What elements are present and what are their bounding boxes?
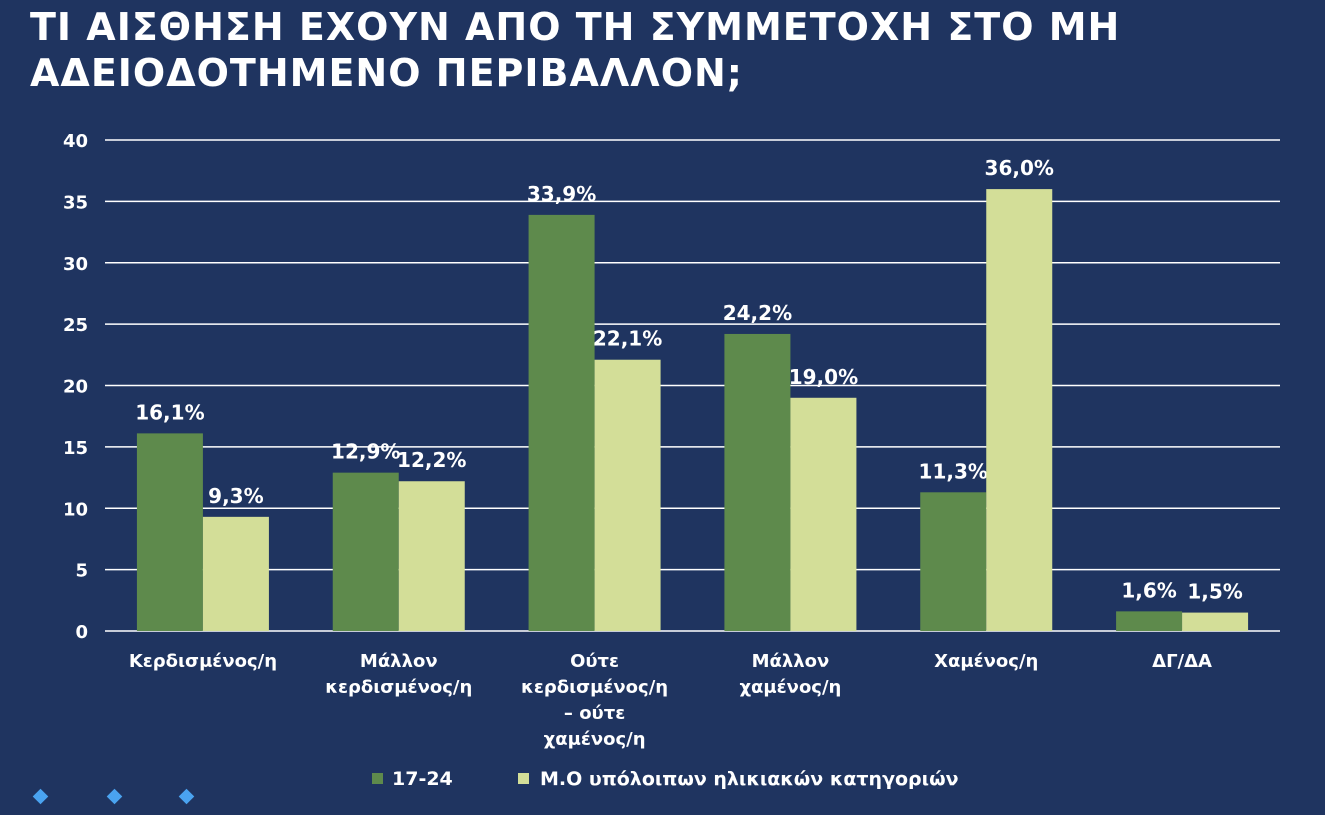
- x-tick-label-line: ΔΓ/ΔΑ: [1152, 651, 1212, 672]
- x-tick-label: Ούτε κερδισμένος/η – ούτε χαμένος/η: [521, 651, 668, 750]
- x-tick-label-line: κερδισμένος/η: [325, 677, 472, 698]
- legend-swatch: [518, 773, 529, 784]
- bar: [986, 189, 1053, 631]
- y-tick-label: 0: [75, 622, 88, 643]
- y-tick-label: 35: [63, 192, 88, 213]
- data-label: 36,0%: [985, 156, 1054, 180]
- bar: [136, 433, 203, 631]
- x-tick-label-line: χαμένος/η: [739, 677, 841, 698]
- x-tick-label-line: Χαμένος/η: [934, 651, 1038, 672]
- x-tick-label-line: χαμένος/η: [544, 729, 646, 750]
- x-tick-label-line: – ούτε: [564, 703, 625, 724]
- data-label: 12,2%: [397, 448, 466, 472]
- y-tick-label: 30: [63, 254, 88, 275]
- bar: [790, 397, 857, 631]
- legend-label: Μ.Ο υπόλοιπων ηλικιακών κατηγοριών: [540, 768, 959, 790]
- bar: [920, 492, 987, 631]
- x-tick-label: Μάλλον χαμένος/η: [739, 651, 841, 698]
- y-tick-label: 5: [75, 561, 88, 582]
- x-tick-label-line: Μάλλον: [360, 651, 438, 672]
- y-tick-label: 40: [63, 131, 88, 152]
- legend-swatch: [372, 773, 383, 784]
- y-tick-label: 25: [63, 315, 88, 336]
- y-tick-label: 15: [63, 438, 88, 459]
- data-label: 24,2%: [723, 301, 792, 325]
- data-label: 12,9%: [331, 440, 400, 464]
- y-tick-label: 20: [63, 377, 88, 398]
- x-tick-label-line: κερδισμένος/η: [521, 677, 668, 698]
- bar: [724, 333, 791, 631]
- data-label: 9,3%: [208, 484, 263, 508]
- data-label: 19,0%: [789, 365, 858, 389]
- bar: [202, 516, 269, 631]
- legend-label: 17-24: [392, 768, 453, 790]
- x-tick-label-line: Μάλλον: [752, 651, 830, 672]
- bar: [1182, 612, 1249, 631]
- chart-title: ΤΙ ΑΙΣΘΗΣΗ ΕΧΟΥΝ ΑΠΟ ΤΗ ΣΥΜΜΕΤΟΧΗ ΣΤΟ ΜΗ…: [30, 5, 1121, 95]
- bar: [528, 214, 595, 631]
- x-tick-label: Μάλλον κερδισμένος/η: [325, 651, 472, 698]
- bar: [398, 481, 465, 631]
- bar: [332, 472, 399, 631]
- data-label: 1,6%: [1121, 578, 1176, 602]
- data-label: 22,1%: [593, 327, 662, 351]
- x-tick-label: Κερδισμένος/η: [129, 651, 277, 672]
- data-label: 1,5%: [1187, 580, 1242, 604]
- data-label: 11,3%: [919, 459, 988, 483]
- x-tick-label: ΔΓ/ΔΑ: [1152, 651, 1212, 672]
- data-label: 16,1%: [135, 400, 204, 424]
- bar: [1116, 611, 1183, 631]
- y-tick-label: 10: [63, 499, 88, 520]
- x-tick-label-line: Ούτε: [570, 651, 619, 672]
- bar: [594, 359, 661, 631]
- x-tick-label: Χαμένος/η: [934, 651, 1038, 672]
- x-tick-label-line: Κερδισμένος/η: [129, 651, 277, 672]
- data-label: 33,9%: [527, 182, 596, 206]
